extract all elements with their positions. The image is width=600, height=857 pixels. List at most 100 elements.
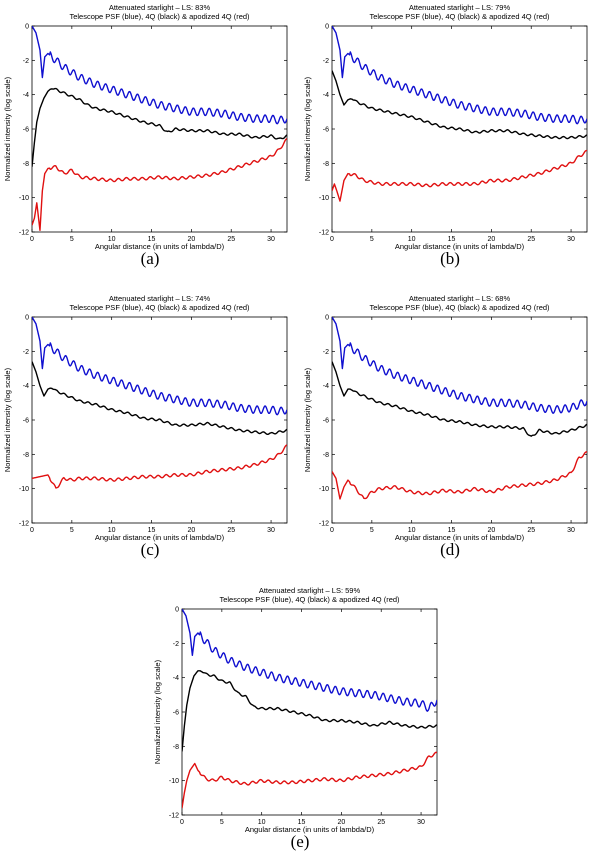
- x-tick-label: 15: [298, 819, 306, 826]
- series-4q-line: [332, 361, 587, 437]
- y-tick-label: -12: [169, 813, 179, 820]
- y-tick-label: -10: [19, 195, 29, 202]
- series-telescope-psf-line: [32, 26, 287, 125]
- y-tick-label: -6: [23, 418, 29, 425]
- series-telescope-psf-line: [332, 26, 587, 125]
- x-tick-label: 20: [187, 236, 195, 243]
- y-tick-label: -12: [19, 230, 29, 237]
- chart-subtitle: Telescope PSF (blue), 4Q (black) & apodi…: [69, 12, 250, 21]
- chart-panel-a: Attenuated starlight – LS: 83% Telescope …: [2, 2, 292, 268]
- chart-panel-b: Attenuated starlight – LS: 79% Telescope …: [302, 2, 592, 268]
- x-tick-label: 10: [108, 236, 116, 243]
- x-tick-label: 10: [408, 236, 416, 243]
- x-tick-label: 15: [448, 236, 456, 243]
- chart-title: Attenuated starlight – LS: 83%: [109, 3, 211, 12]
- chart-subtitle: Telescope PSF (blue), 4Q (black) & apodi…: [69, 303, 250, 312]
- y-tick-label: -4: [23, 383, 29, 390]
- x-tick-label: 15: [448, 527, 456, 534]
- series-apodized-4q-line: [332, 149, 587, 202]
- y-tick-label: -6: [323, 418, 329, 425]
- y-tick-label: -6: [23, 127, 29, 134]
- x-tick-label: 25: [227, 236, 235, 243]
- chart-title: Attenuated starlight – LS: 79%: [409, 3, 511, 12]
- y-tick-label: -2: [23, 349, 29, 356]
- series-apodized-4q-line: [32, 444, 287, 489]
- chart-c: Attenuated starlight – LS: 74%Telescope …: [3, 294, 288, 542]
- x-tick-label: 20: [487, 236, 495, 243]
- x-tick-label: 5: [70, 236, 74, 243]
- y-tick-label: -4: [23, 92, 29, 99]
- plot-frame: [331, 25, 588, 233]
- y-tick-label: 0: [25, 315, 29, 322]
- x-tick-label: 20: [187, 527, 195, 534]
- plot-frame: [31, 316, 288, 524]
- plot-frame: [181, 608, 438, 816]
- series-apodized-4q-line: [32, 137, 287, 231]
- chart-subtitle: Telescope PSF (blue), 4Q (black) & apodi…: [369, 303, 550, 312]
- chart-panel-d: Attenuated starlight – LS: 68% Telescope …: [302, 293, 592, 559]
- x-axis-label: Angular distance (in units of lambda/D): [395, 242, 525, 251]
- x-tick-label: 5: [220, 819, 224, 826]
- x-axis-label: Angular distance (in units of lambda/D): [395, 533, 525, 542]
- y-tick-label: -2: [323, 58, 329, 65]
- y-tick-label: -4: [323, 383, 329, 390]
- series-4q-line: [32, 361, 287, 436]
- chart-subtitle: Telescope PSF (blue), 4Q (black) & apodi…: [219, 595, 400, 604]
- y-tick-label: -10: [169, 778, 179, 785]
- x-tick-label: 0: [180, 819, 184, 826]
- x-tick-label: 25: [227, 527, 235, 534]
- x-tick-label: 30: [267, 236, 275, 243]
- x-tick-label: 5: [370, 527, 374, 534]
- chart-e: Attenuated starlight – LS: 59%Telescope …: [153, 586, 438, 834]
- x-tick-label: 0: [330, 527, 334, 534]
- series-4q-line: [182, 670, 437, 752]
- y-tick-label: -10: [19, 486, 29, 493]
- x-tick-label: 25: [377, 819, 385, 826]
- x-tick-label: 0: [30, 236, 34, 243]
- x-axis-label: Angular distance (in units of lambda/D): [245, 825, 375, 834]
- x-tick-label: 25: [527, 236, 535, 243]
- y-tick-label: -4: [323, 92, 329, 99]
- x-tick-label: 15: [148, 527, 156, 534]
- y-tick-label: -2: [323, 349, 329, 356]
- chart-title: Attenuated starlight – LS: 74%: [109, 294, 211, 303]
- x-tick-label: 30: [267, 527, 275, 534]
- chart-d: Attenuated starlight – LS: 68%Telescope …: [303, 294, 588, 542]
- x-tick-label: 10: [108, 527, 116, 534]
- y-tick-label: -4: [173, 675, 179, 682]
- x-axis-label: Angular distance (in units of lambda/D): [95, 242, 225, 251]
- x-tick-label: 30: [567, 527, 575, 534]
- y-tick-label: -12: [319, 230, 329, 237]
- y-tick-label: -12: [319, 521, 329, 528]
- series-telescope-psf-line: [332, 317, 587, 414]
- y-tick-label: -10: [319, 486, 329, 493]
- series-telescope-psf-line: [182, 609, 437, 712]
- y-tick-label: -10: [319, 195, 329, 202]
- chart-a: Attenuated starlight – LS: 83%Telescope …: [3, 3, 288, 251]
- chart-panel-c: Attenuated starlight – LS: 74% Telescope …: [2, 293, 292, 559]
- x-tick-label: 25: [527, 527, 535, 534]
- chart-subtitle: Telescope PSF (blue), 4Q (black) & apodi…: [369, 12, 550, 21]
- series-apodized-4q-line: [182, 751, 437, 809]
- y-axis-label: Normalized intensity (log scale): [303, 367, 312, 472]
- x-tick-label: 5: [70, 527, 74, 534]
- series-4q-line: [332, 70, 587, 140]
- y-axis-label: Normalized intensity (log scale): [3, 76, 12, 181]
- chart-title: Attenuated starlight – LS: 59%: [259, 586, 361, 595]
- y-tick-label: -6: [323, 127, 329, 134]
- chart-title: Attenuated starlight – LS: 68%: [409, 294, 511, 303]
- series-apodized-4q-line: [332, 451, 587, 500]
- chart-b: Attenuated starlight – LS: 79%Telescope …: [303, 3, 588, 251]
- x-tick-label: 20: [337, 819, 345, 826]
- x-tick-label: 5: [370, 236, 374, 243]
- x-axis-label: Angular distance (in units of lambda/D): [95, 533, 225, 542]
- y-tick-label: 0: [175, 607, 179, 614]
- x-tick-label: 20: [487, 527, 495, 534]
- y-tick-label: -8: [23, 161, 29, 168]
- y-tick-label: -2: [23, 58, 29, 65]
- y-tick-label: -8: [323, 161, 329, 168]
- y-axis-label: Normalized intensity (log scale): [3, 367, 12, 472]
- caption-e: (e): [290, 832, 310, 851]
- caption-c: (c): [140, 540, 160, 559]
- y-tick-label: -8: [323, 452, 329, 459]
